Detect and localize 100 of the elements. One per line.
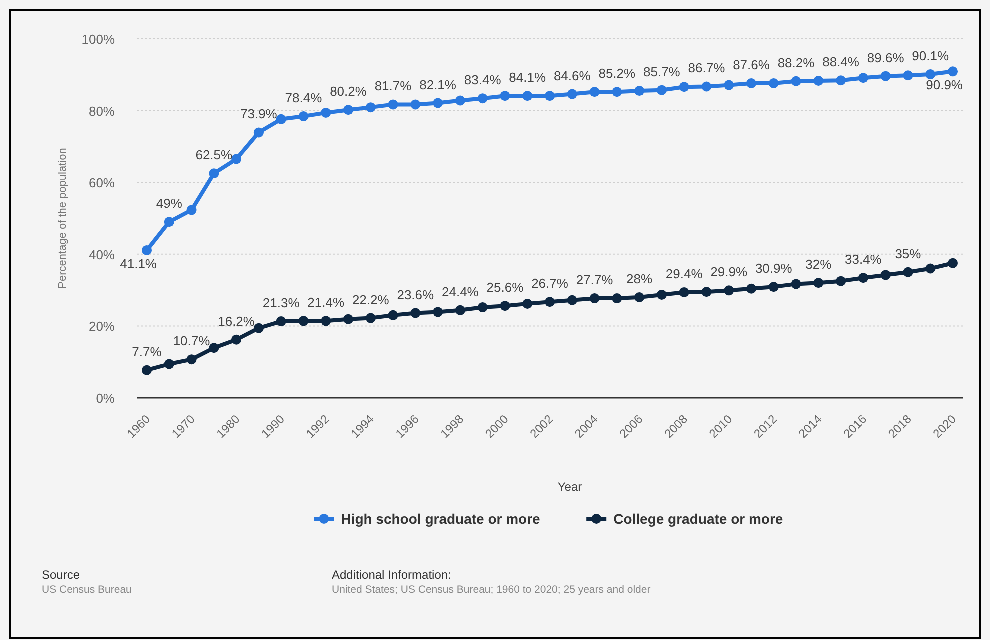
point [254,323,264,334]
x-axis-title: Year [558,480,582,494]
point [522,91,533,102]
point [679,82,690,92]
text: United States; US Census Bureau; 1960 to 2020; 25 years and older [332,584,652,596]
point [903,267,914,278]
legend-label: High school graduate or more [341,511,541,527]
data-label: 62.5% [196,148,234,163]
point [926,264,936,274]
data-label: 35% [895,246,922,262]
legend-label: College graduate or more [614,511,784,527]
point [344,105,354,116]
data-label: 84.1% [509,70,546,86]
point [612,87,622,98]
point [836,76,846,86]
point [880,270,891,280]
data-label: 49% [156,196,183,212]
point [948,258,958,268]
point [814,278,824,288]
data-label: 85.7% [644,64,681,80]
point [276,316,286,327]
data-label: 90.1% [912,48,950,64]
point [298,316,309,326]
data-label: 32% [806,257,832,272]
text: Additional Information: [332,568,452,582]
point [791,279,802,290]
y-axis-title: Percentage of the population [57,148,69,289]
point [344,314,354,324]
point [232,334,242,345]
y-tick-label: 100% [82,32,116,47]
data-label: 84.6% [554,68,592,84]
y-tick-label: 80% [88,104,116,119]
data-label: 41.1% [120,256,158,272]
point [948,66,958,77]
data-label: 22.2% [352,292,390,308]
point [545,297,555,308]
data-label: 29.4% [666,266,704,282]
point [634,86,645,96]
data-label: 21.4% [308,295,345,310]
point [500,91,510,102]
data-label: 81.7% [374,78,412,94]
point [567,89,578,100]
point [232,154,242,164]
y-tick-label: 20% [88,319,116,334]
data-label: 30.9% [755,261,793,276]
point [702,82,712,92]
data-label: 86.7% [688,60,726,76]
point [926,70,936,80]
point [545,91,555,102]
data-label: 89.6% [867,50,905,66]
point [388,100,398,110]
point [746,78,756,89]
point [656,290,667,300]
point [768,282,779,292]
data-label: 78.4% [285,90,323,106]
text: Source [42,568,80,582]
point [567,295,578,306]
point [433,307,444,318]
point [186,354,197,365]
point [478,302,488,313]
point [679,287,690,298]
point [410,308,421,318]
data-label: 23.6% [397,287,435,302]
point [455,305,466,316]
data-label: 33.4% [845,252,882,268]
point [276,114,286,124]
data-label: 16.2% [218,314,256,329]
point [142,245,152,256]
point [142,365,152,376]
y-tick-label: 60% [88,176,116,191]
point [746,284,756,294]
point [612,294,622,304]
data-label: 10.7% [173,334,211,349]
point [366,102,376,113]
point [768,78,779,89]
point [634,292,645,302]
data-label: 80.2% [330,84,368,100]
point [388,310,398,320]
data-label: 73.9% [240,106,278,122]
point [656,85,667,96]
point [164,217,174,228]
point [298,112,309,122]
point [209,168,220,179]
data-label: 28% [626,271,653,286]
point [500,301,510,312]
point [724,80,734,90]
point [903,70,914,81]
point [366,313,376,324]
point [254,128,264,138]
point [590,87,600,98]
data-label: 83.4% [464,72,502,88]
point [836,276,846,286]
data-label: 90.9% [926,78,964,93]
point [209,343,220,354]
data-label: 29.9% [710,264,748,280]
data-label: 26.7% [532,276,569,292]
point [186,205,197,216]
data-label: 24.4% [442,284,480,300]
point [522,298,533,309]
data-label: 7.7% [132,344,162,360]
